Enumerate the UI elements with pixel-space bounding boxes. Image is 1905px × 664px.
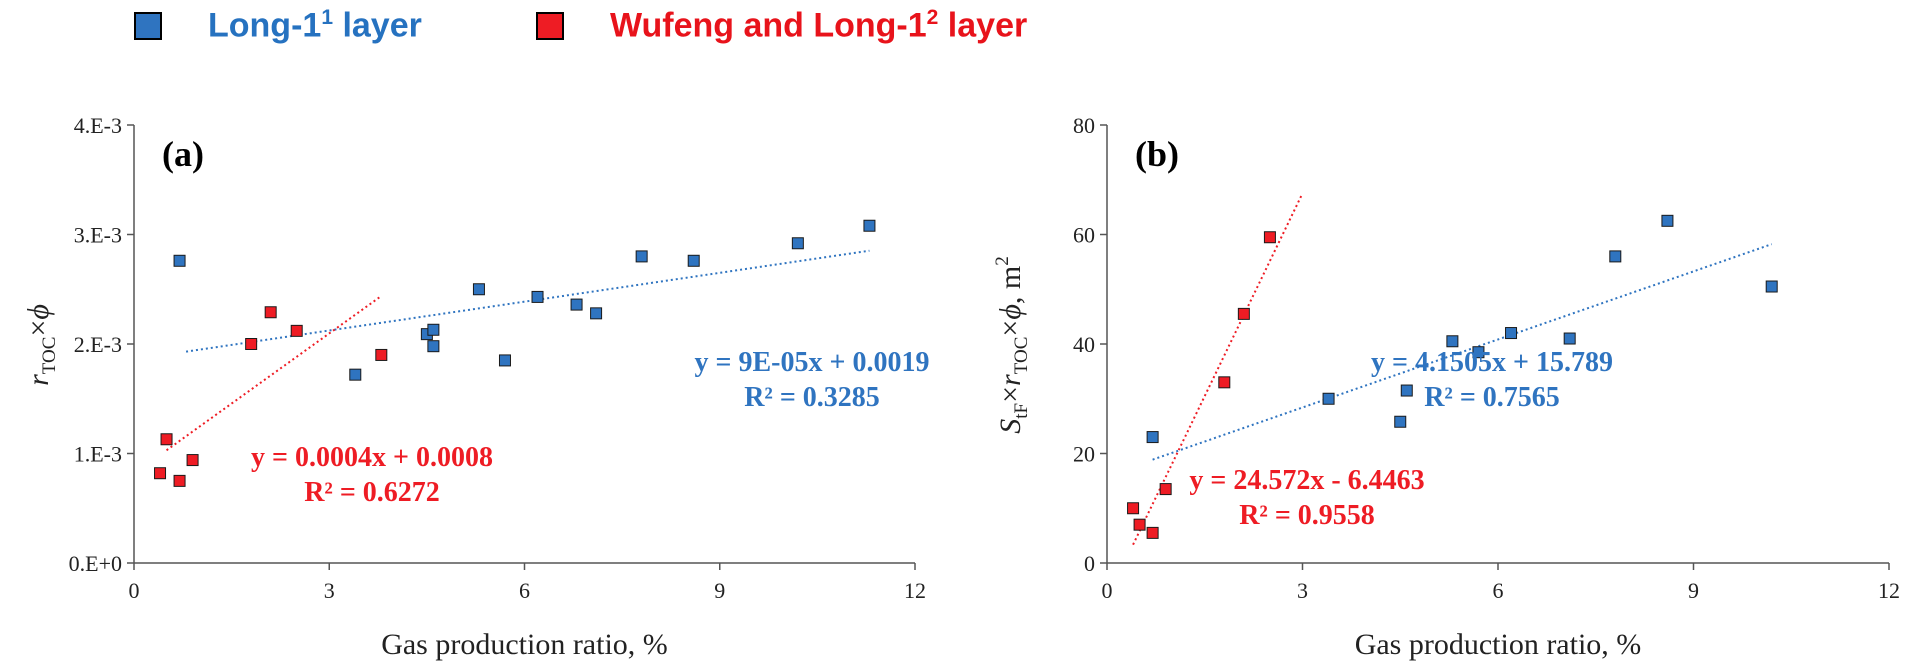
y-tick-label: 1.E-3 (74, 442, 122, 467)
data-point-long-1-1 (531, 290, 544, 303)
trend-equation: y = 0.0004x + 0.0008 (251, 442, 493, 473)
data-point-long-1-1 (863, 219, 876, 232)
y-title-times: × (22, 320, 55, 337)
data-point-long-1-1 (1446, 335, 1459, 348)
y-title-times: × (994, 320, 1027, 337)
data-point-long-1-1 (427, 340, 440, 353)
data-point-long-1-1 (1661, 214, 1674, 227)
y-tick-label: 2.E-3 (74, 332, 122, 357)
r-squared-label: R² = 0.7565 (1424, 382, 1560, 413)
data-point-wufeng (1263, 231, 1276, 244)
y-tick-label: 80 (1073, 113, 1095, 138)
data-point-wufeng (1218, 376, 1231, 389)
y-title-phi: ϕ (22, 304, 55, 320)
legend-item-long-1-1: Long-11 layer (134, 6, 422, 45)
r-squared-label: R² = 0.9558 (1239, 500, 1375, 531)
x-tick-label: 12 (904, 578, 926, 603)
legend-label-wufeng: Wufeng and Long-12 layer (610, 6, 1028, 45)
x-tick-label: 6 (519, 578, 530, 603)
data-point-wufeng (160, 433, 173, 446)
data-point-long-1-1 (1322, 392, 1335, 405)
data-point-long-1-1 (635, 250, 648, 263)
y-title-phi: ϕ (994, 304, 1027, 320)
data-point-wufeng (173, 474, 186, 487)
data-point-wufeng (186, 454, 199, 467)
data-point-wufeng (375, 348, 388, 361)
y-title-s-sub: tF (1011, 403, 1032, 419)
data-point-wufeng (1146, 526, 1159, 539)
data-point-long-1-1 (1400, 384, 1413, 397)
y-title-unit-sup: 2 (992, 256, 1013, 266)
data-point-long-1-1 (791, 237, 804, 250)
y-title-r-sub: TOC (39, 337, 60, 375)
data-point-long-1-1 (1472, 346, 1485, 359)
y-tick-label: 20 (1073, 442, 1095, 467)
data-point-long-1-1 (1765, 280, 1778, 293)
data-point-long-1-1 (570, 298, 583, 311)
data-point-long-1-1 (349, 368, 362, 381)
x-tick-label: 3 (324, 578, 335, 603)
y-axis-title: StF×rTOC×ϕ, m2 (992, 256, 1032, 433)
y-tick-label: 0 (1084, 551, 1095, 576)
y-title-s: S (994, 419, 1027, 434)
y-tick-label: 4.E-3 (74, 113, 122, 138)
y-title-r: r (22, 374, 55, 386)
r-squared-label: R² = 0.3285 (744, 382, 880, 413)
trend-equation: y = 24.572x - 6.4463 (1189, 465, 1424, 496)
y-tick-label: 3.E-3 (74, 223, 122, 248)
data-point-long-1-1 (472, 283, 485, 296)
trendline-wufeng (165, 295, 382, 452)
y-title-r-sub: TOC (1011, 337, 1032, 375)
y-title-times: × (994, 386, 1027, 403)
data-point-wufeng (1133, 518, 1146, 531)
data-point-long-1-1 (1394, 415, 1407, 428)
trend-equation: y = 9E-05x + 0.0019 (695, 347, 930, 378)
y-title-unit: , m (994, 266, 1027, 304)
data-point-wufeng (1159, 483, 1172, 496)
x-tick-label: 12 (1878, 578, 1900, 603)
data-point-long-1-1 (427, 323, 440, 336)
x-tick-label: 3 (1297, 578, 1308, 603)
data-point-wufeng (1237, 307, 1250, 320)
legend: Long-11 layer Wufeng and Long-12 layer (0, 0, 1905, 56)
x-tick-label: 0 (1102, 578, 1113, 603)
x-tick-label: 9 (1688, 578, 1699, 603)
r-squared-label: R² = 0.6272 (304, 477, 440, 508)
chart-panel-a: 0.E+0 1.E-3 2.E-3 3.E-3 4.E-3 0 3 6 9 12 Gas produ… (22, 113, 929, 661)
y-title-r: r (994, 374, 1027, 386)
data-point-long-1-1 (1609, 250, 1622, 263)
trendline-long-1-1 (185, 249, 870, 353)
trendline-long-1-1 (1152, 243, 1773, 461)
legend-swatch-red (536, 11, 564, 40)
data-point-long-1-1 (498, 354, 511, 367)
legend-swatch-blue (134, 11, 162, 40)
legend-item-wufeng: Wufeng and Long-12 layer (536, 6, 1027, 45)
legend-label-long-1-1: Long-11 layer (208, 6, 422, 45)
x-tick-label: 0 (129, 578, 140, 603)
data-point-wufeng (290, 324, 303, 337)
data-point-wufeng (154, 467, 167, 480)
panel-label: (b) (1135, 134, 1179, 174)
data-point-long-1-1 (1563, 332, 1576, 345)
data-point-wufeng (245, 338, 258, 350)
y-tick-label: 0.E+0 (69, 551, 122, 576)
data-point-long-1-1 (1146, 431, 1159, 444)
y-tick-label: 60 (1073, 223, 1095, 248)
trend-equation: y = 4.1505x + 15.789 (1371, 347, 1613, 378)
x-tick-label: 6 (1493, 578, 1504, 603)
y-tick-label: 40 (1073, 332, 1095, 357)
panel-label: (a) (162, 134, 204, 174)
data-point-wufeng (1127, 502, 1140, 515)
data-point-long-1-1 (173, 254, 186, 267)
data-point-long-1-1 (1505, 327, 1518, 340)
x-tick-label: 9 (714, 578, 725, 603)
x-axis-title: Gas production ratio, % (1355, 628, 1642, 661)
data-point-long-1-1 (687, 254, 700, 267)
y-axis-title: rTOC×ϕ (22, 304, 60, 386)
data-point-wufeng (264, 306, 277, 319)
data-point-long-1-1 (590, 307, 603, 320)
chart-panel-b: 0 20 40 60 80 0 3 6 9 12 Gas production ratio, % St… (992, 113, 1900, 661)
x-axis-title: Gas production ratio, % (381, 628, 668, 661)
